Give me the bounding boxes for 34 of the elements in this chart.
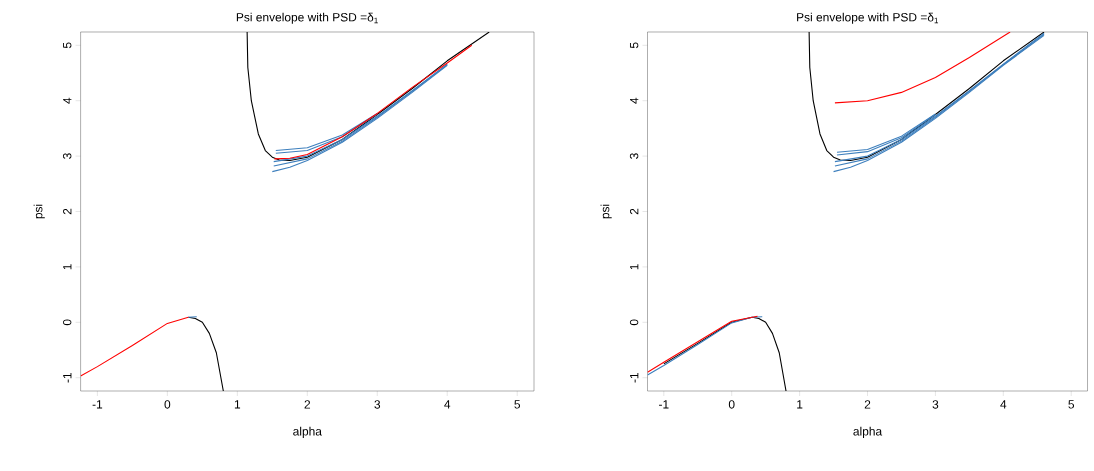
- x-tick-label: 2: [864, 400, 871, 409]
- y-tick-label: 5: [629, 42, 639, 49]
- y-tick-label: 5: [63, 42, 72, 49]
- x-tick-label: 2: [304, 400, 311, 409]
- x-axis-title: alpha: [293, 426, 322, 438]
- y-axis-title: psi: [33, 204, 45, 219]
- x-tick-label: 0: [728, 400, 735, 409]
- x-tick-label: 3: [932, 400, 939, 409]
- y-axis-title: psi: [600, 204, 612, 219]
- y-tick-label: 4: [63, 97, 72, 104]
- x-tick-label: 5: [1068, 400, 1075, 409]
- x-tick-label: 0: [164, 400, 171, 409]
- y-tick-label: 3: [629, 153, 639, 159]
- y-tick-label: -1: [630, 372, 639, 383]
- y-tick-label: 0: [629, 319, 639, 326]
- x-tick-label: -1: [92, 400, 103, 409]
- y-tick-label: 4: [630, 97, 639, 104]
- chart-title: Psi envelope with PSD =δ$_{1}$: [797, 12, 939, 24]
- x-tick-label: 4: [1000, 400, 1007, 409]
- y-tick-label: 1: [63, 264, 72, 270]
- y-tick-label: 2: [63, 208, 72, 215]
- x-tick-label: 3: [374, 400, 381, 409]
- y-tick-label: 3: [62, 153, 72, 159]
- y-tick-label: 2: [629, 208, 639, 215]
- x-tick-label: 5: [514, 400, 521, 409]
- x-tick-label: 1: [234, 400, 241, 409]
- chart-title: Psi envelope with PSD =δ$_{1}$: [236, 12, 378, 24]
- x-tick-label: -1: [659, 400, 669, 409]
- x-tick-label: 1: [797, 400, 803, 409]
- y-tick-label: 1: [630, 264, 639, 270]
- x-axis-title: alpha: [853, 426, 883, 438]
- y-tick-label: -1: [63, 372, 72, 383]
- y-tick-label: 0: [62, 319, 72, 326]
- x-tick-label: 4: [444, 400, 451, 409]
